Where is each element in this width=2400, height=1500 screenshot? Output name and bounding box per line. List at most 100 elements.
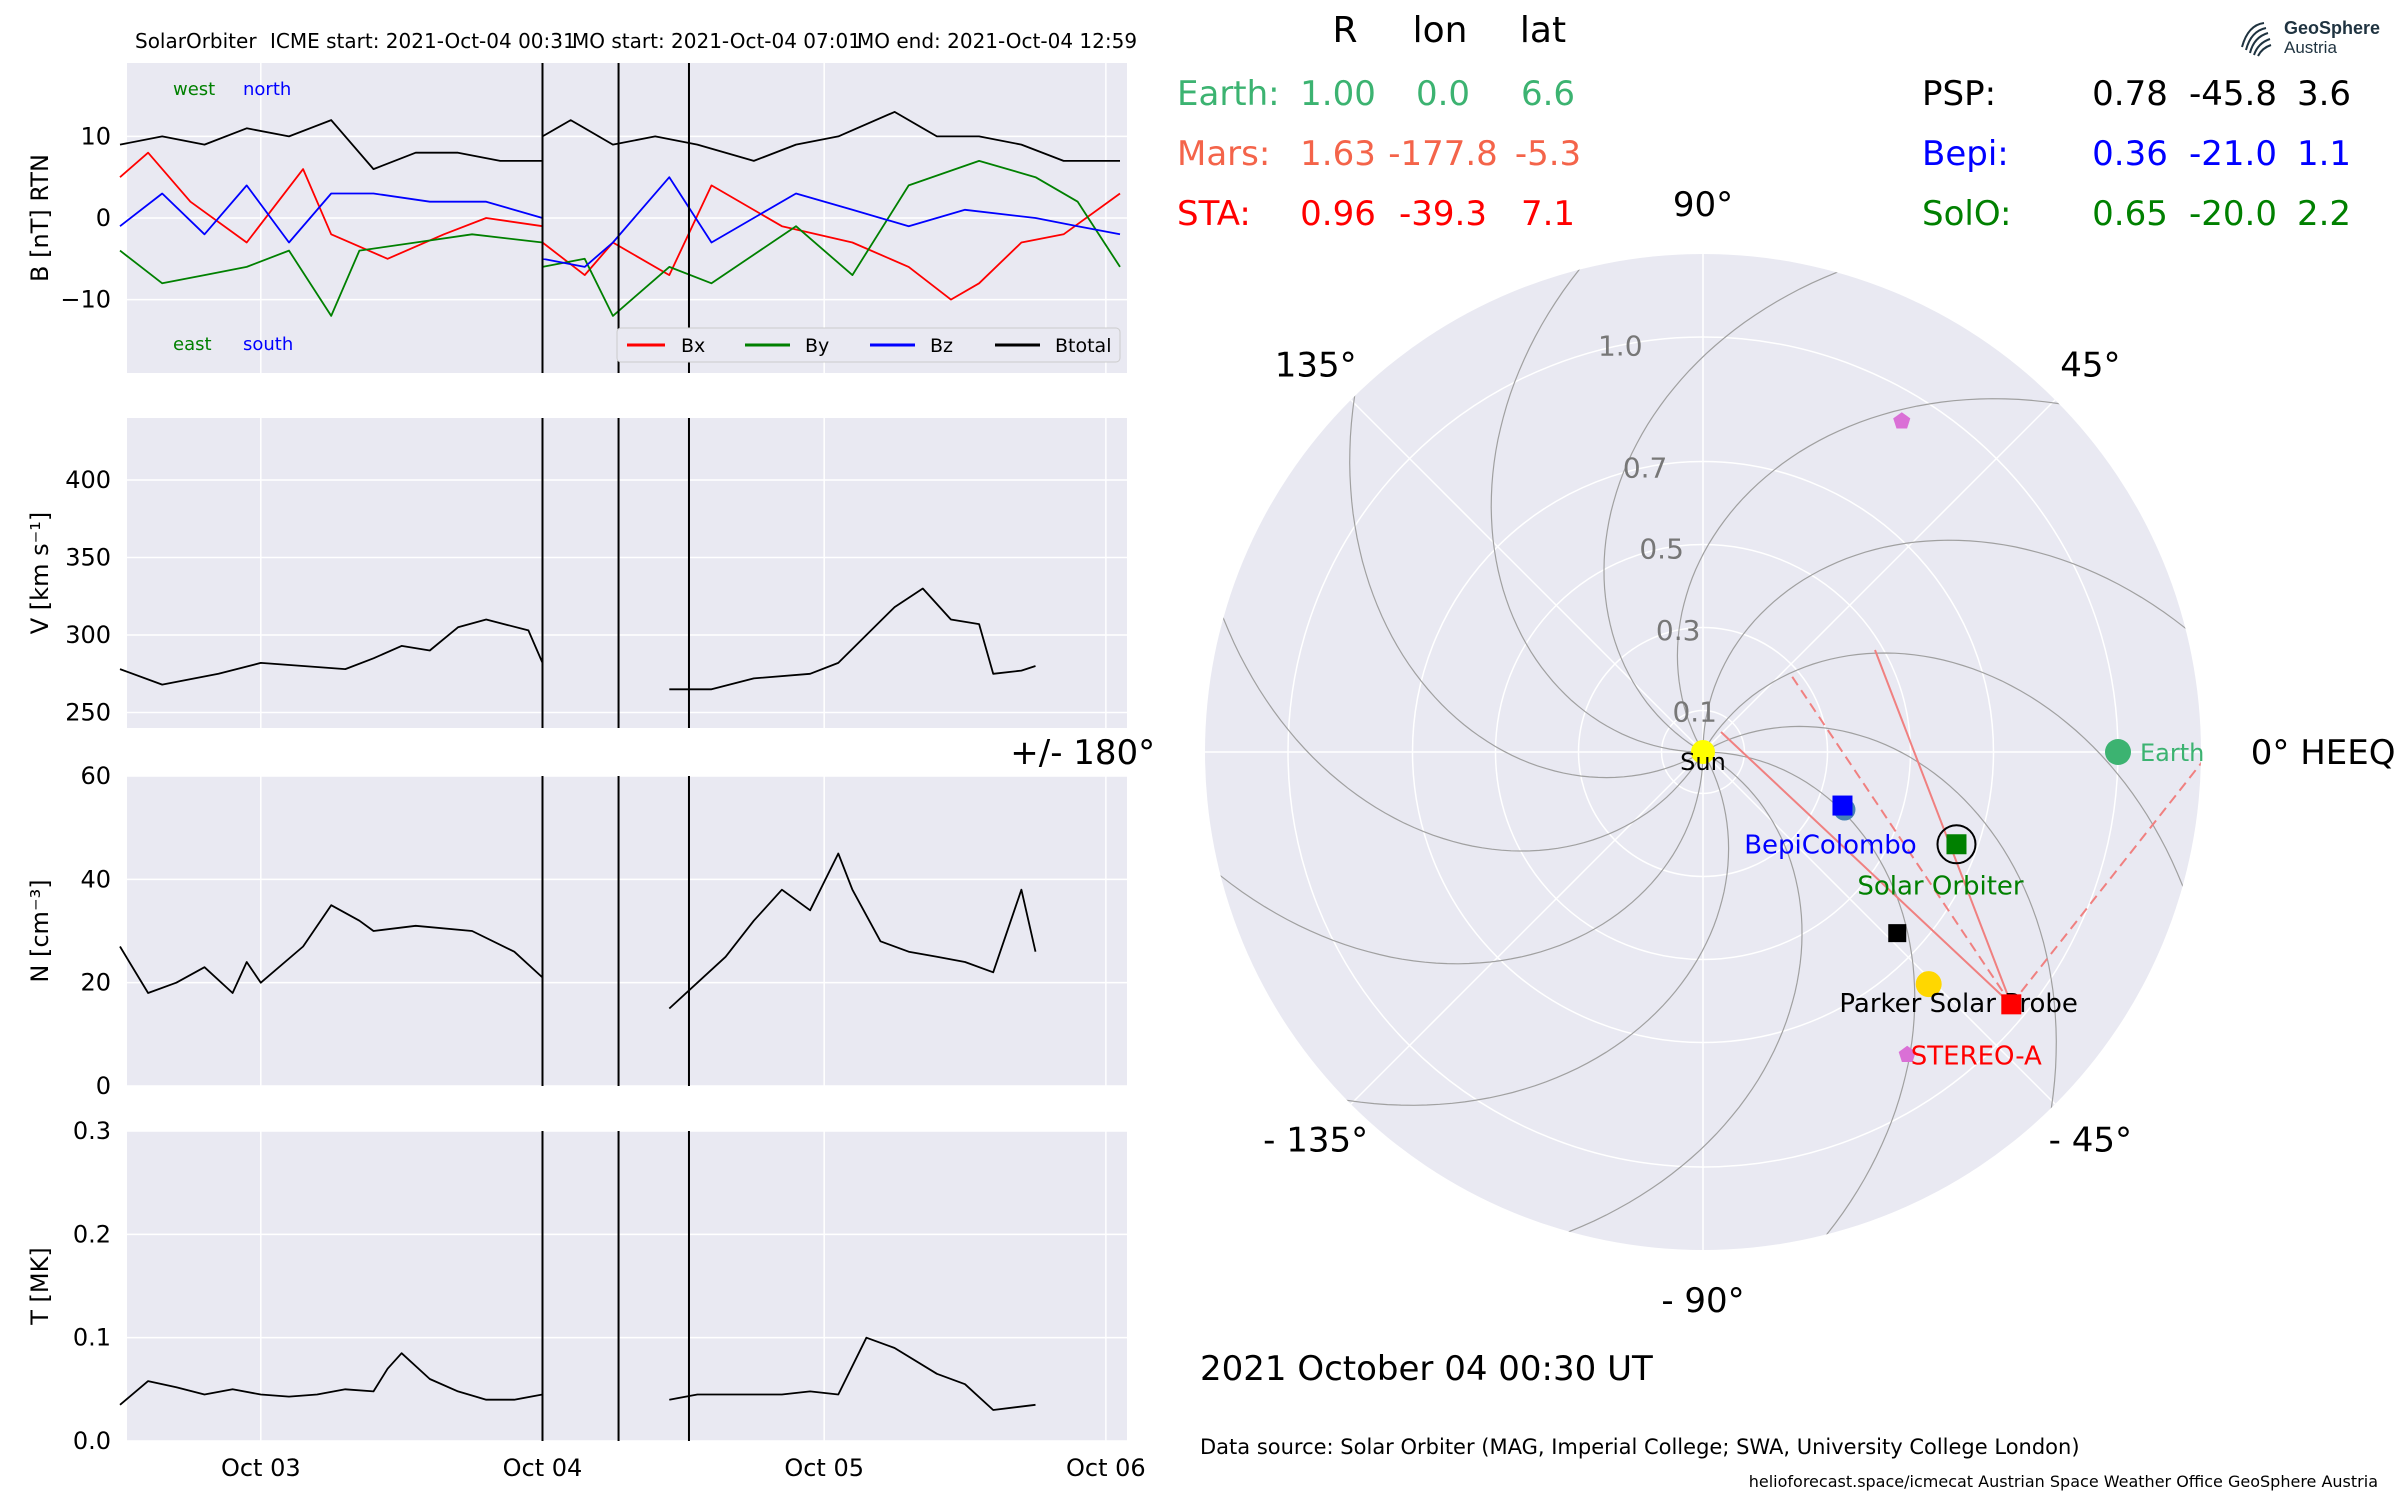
table-right-row-1-r: 0.36 [2092,134,2168,174]
y-axis-label: N [cm⁻³] [26,879,54,982]
view-line-dashed [1788,671,2013,1005]
table-left-row-1-r: 1.63 [1300,134,1376,174]
parker-spiral-line [1490,254,1704,753]
table-left-row-2-lon: -39.3 [1399,194,1487,234]
angle-label: - 45° [2049,1120,2132,1160]
parker-spiral-line [1603,262,1864,753]
y-tick-label: 250 [65,699,111,727]
x-tick-label: Oct 04 [503,1454,583,1482]
y-tick-label: 0.1 [73,1324,111,1352]
angle-label: +/- 180° [1010,733,1155,773]
pentagon-marker [1898,1045,1916,1062]
table-header-lat: lat [1520,10,1566,51]
y-tick-label: 300 [65,621,111,649]
sun-label: Sun [1680,748,1726,776]
stereo-a-marker [2001,994,2022,1015]
series-line [119,618,544,686]
stereo-a-view-lines [1720,649,2201,1006]
table-right-row-2-lon: -20.0 [2189,194,2277,234]
parker-spiral-line [1702,652,2193,913]
position-table: R lon lat Earth: 1.00 0.0 6.6 Mars: 1.63 -177.… [1177,10,2351,234]
parker-spiral-line [1213,591,1704,852]
table-right-row-0-lat: 3.6 [2297,74,2351,114]
x-tick-label: Oct 03 [221,1454,301,1482]
b-field-legend: Bx By Bz Btotal [616,327,1121,363]
position-marker [1888,924,1907,943]
y-tick-label: 350 [65,544,111,572]
table-right-row-2-r: 0.65 [2092,194,2168,234]
parker-spiral-line [1702,539,2201,753]
view-line-solid [1720,731,2012,1006]
parker-solar-probe-marker [1915,971,1942,998]
panel-temperature: 0.3 0.2 0.1 0.0 T [MK] [26,1117,1127,1455]
sun-marker [1691,740,1715,764]
x-tick-label: Oct 05 [784,1454,864,1482]
series-line [669,1336,1036,1411]
table-left-row-0-lon: 0.0 [1416,74,1470,114]
parker-spiral-line [1349,368,1704,779]
table-left-row-1-lon: -177.8 [1388,134,1498,174]
legend-btotal: Btotal [1055,335,1111,357]
table-left-row-0-r: 1.00 [1300,74,1376,114]
geosphere-logo-icon [2241,22,2272,57]
stereo-a-label: STEREO-A [1911,1041,2042,1071]
y-axis-label: V [km s⁻¹] [26,512,54,634]
series-line [119,1352,543,1406]
polar-position-plot: 0.1 0.3 0.5 0.7 1.0 0° HEEQ 45° 90° 135° +/- 180°… [1010,185,2395,1321]
direction-south: south [243,334,293,355]
solar-orbiter-marker [1946,834,1967,855]
angular-grid-spoke [1350,399,1704,753]
table-left-row-1-lat: -5.3 [1515,134,1581,174]
parker-spiral-line [1702,751,1916,1250]
legend-bx: Bx [681,335,705,357]
parker-spiral-line [1702,725,2057,1136]
bepicolombo-marker [1832,795,1853,816]
angle-label: - 135° [1263,1120,1368,1160]
y-tick-label: 20 [80,969,111,997]
series-line-bx [119,151,1121,301]
series-line-bz [119,176,1121,268]
y-tick-label: −10 [60,286,111,314]
spacecraft-title: SolarOrbiter [135,29,257,53]
y-tick-label: 0.3 [73,1117,111,1145]
angle-label: 45° [2060,346,2120,386]
panel-magnetic_field: 10 0 −10B [nT] RTN [26,63,1127,373]
direction-west: west [173,79,215,100]
radial-tick-label: 0.3 [1656,614,1701,647]
table-right-row-2-lat: 2.2 [2297,194,2351,234]
series-line-btotal [119,111,1120,170]
x-tick-label: Oct 06 [1066,1454,1146,1482]
parker-spiral-line [1676,398,2087,753]
angle-label: - 90° [1661,1281,1744,1321]
radial-tick-label: 0.5 [1639,533,1684,566]
y-tick-label: 0.0 [73,1427,111,1455]
y-tick-label: 60 [80,762,111,790]
angular-grid-spoke [1702,751,2056,1105]
table-header-lon: lon [1413,10,1468,51]
table-left-row-2-name: STA: [1177,194,1251,234]
y-axis-label: B [nT] RTN [26,154,54,282]
angle-label: 0° HEEQ [2251,733,2396,773]
table-right-row-1-lat: 1.1 [2297,134,2351,174]
radial-tick-label: 0.1 [1672,695,1717,728]
direction-east: east [173,334,212,355]
y-tick-label: 400 [65,466,111,494]
table-right-row-0-r: 0.78 [2092,74,2168,114]
geosphere-logo: GeoSphere Austria [2236,12,2386,64]
legend-bz: Bz [930,335,953,357]
angular-grid-spoke [1702,399,2056,753]
parker-spiral-line [1542,751,1803,1242]
y-axis-label: T [MK] [26,1247,54,1325]
panel-background [127,1131,1127,1441]
table-left-row-0-name: Earth: [1177,74,1280,114]
direction-north: north [243,79,291,100]
table-header-r: R [1332,10,1357,51]
y-tick-label: 10 [80,122,111,150]
radial-tick-label: 0.7 [1623,451,1668,484]
table-right-row-1-name: Bepi: [1922,134,2009,174]
table-left-row-1-name: Mars: [1177,134,1270,174]
panel-density: 60 40 20 0 N [cm⁻³] [26,762,1127,1100]
logo-name: GeoSphere [2284,18,2381,38]
bepicolombo-label: BepiColombo [1744,831,1917,861]
logo-subtitle: Austria [2284,38,2337,57]
